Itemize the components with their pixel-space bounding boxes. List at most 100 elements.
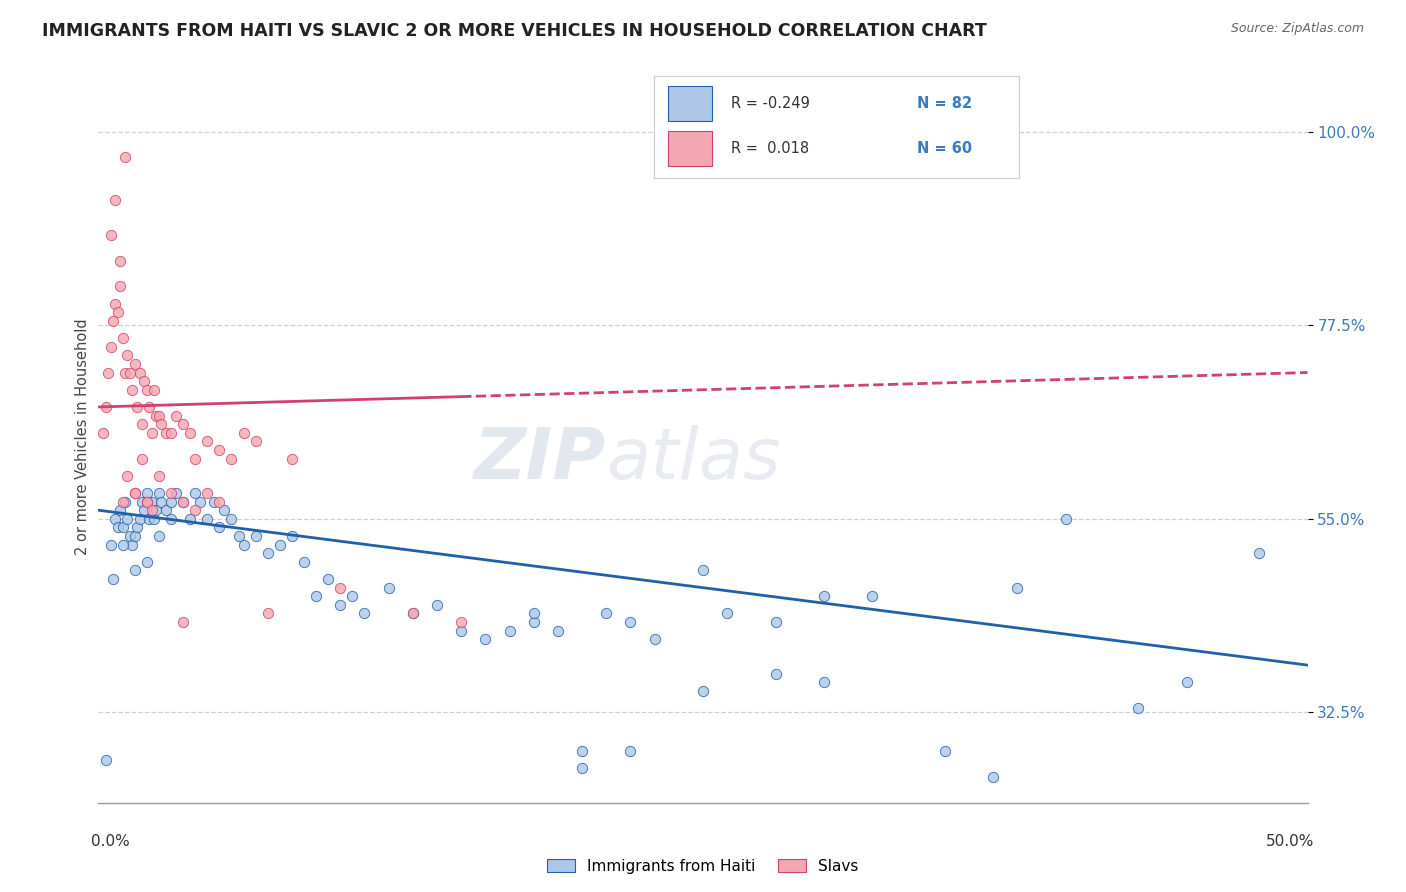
Point (124, 486, 146, 500)
Point (104, 512, 127, 526)
Text: ZIP: ZIP (474, 425, 606, 493)
Point (107, 520, 129, 534)
Point (131, 417, 153, 432)
Point (141, 503, 163, 517)
Point (150, 494, 173, 508)
Point (426, 598, 449, 612)
Point (329, 581, 352, 595)
Point (1054, 512, 1077, 526)
Point (245, 434, 267, 449)
Point (135, 383, 157, 397)
Point (188, 494, 211, 508)
Point (595, 607, 617, 621)
Point (104, 296, 127, 310)
Text: N = 60: N = 60 (917, 141, 972, 156)
Point (342, 589, 364, 603)
Point (160, 486, 183, 500)
Point (184, 503, 207, 517)
Point (172, 417, 194, 432)
Point (813, 675, 835, 690)
Point (208, 520, 231, 534)
Point (124, 486, 146, 500)
Point (1007, 581, 1029, 595)
Point (179, 425, 201, 440)
Point (172, 494, 194, 508)
Point (118, 529, 141, 543)
Point (94, 400, 117, 414)
Point (402, 607, 425, 621)
Point (1175, 675, 1198, 690)
Point (571, 744, 593, 758)
Point (145, 409, 167, 423)
Point (644, 632, 666, 647)
Point (1249, 546, 1271, 560)
Point (292, 555, 315, 569)
Point (232, 425, 254, 440)
Point (155, 425, 177, 440)
Point (108, 279, 131, 293)
Point (100, 538, 122, 552)
Point (184, 486, 207, 500)
Point (450, 615, 472, 629)
Point (523, 615, 546, 629)
Point (160, 425, 183, 440)
Point (269, 538, 291, 552)
Point (101, 314, 124, 328)
Point (97, 366, 120, 380)
Point (547, 624, 569, 638)
Point (860, 589, 883, 603)
Point (619, 744, 641, 758)
Point (221, 512, 243, 526)
Point (716, 607, 738, 621)
Point (450, 624, 472, 638)
Point (474, 632, 496, 647)
Point (256, 607, 278, 621)
Text: IMMIGRANTS FROM HAITI VS SLAVIC 2 OR MORE VEHICLES IN HOUSEHOLD CORRELATION CHAR: IMMIGRANTS FROM HAITI VS SLAVIC 2 OR MOR… (42, 22, 987, 40)
Point (134, 374, 156, 388)
Point (138, 512, 160, 526)
Point (91, 425, 114, 440)
Point (208, 442, 231, 457)
Point (981, 770, 1004, 784)
Point (165, 486, 187, 500)
Point (498, 624, 520, 638)
Point (143, 383, 166, 397)
Point (124, 564, 146, 578)
Point (155, 503, 177, 517)
Point (127, 520, 149, 534)
Point (117, 468, 139, 483)
Point (114, 150, 136, 164)
Text: R = -0.249: R = -0.249 (731, 96, 810, 111)
Point (1128, 701, 1150, 715)
Text: atlas: atlas (606, 425, 780, 493)
Point (402, 607, 425, 621)
Point (765, 615, 787, 629)
Point (131, 451, 153, 466)
Point (692, 564, 714, 578)
Point (245, 529, 267, 543)
Point (104, 194, 127, 208)
FancyBboxPatch shape (668, 131, 713, 166)
Point (281, 451, 304, 466)
Point (135, 555, 157, 569)
Point (108, 253, 131, 268)
Text: R =  0.018: R = 0.018 (731, 141, 808, 156)
Point (135, 494, 157, 508)
Text: Source: ZipAtlas.com: Source: ZipAtlas.com (1230, 22, 1364, 36)
Point (148, 486, 170, 500)
Point (195, 486, 218, 500)
Point (256, 546, 278, 560)
Point (135, 494, 157, 508)
Point (232, 538, 254, 552)
Point (316, 572, 339, 586)
Point (523, 607, 546, 621)
Point (111, 494, 134, 508)
Point (131, 494, 153, 508)
Point (124, 529, 146, 543)
Point (94, 753, 117, 767)
Point (765, 666, 787, 681)
Point (148, 468, 170, 483)
Point (124, 357, 146, 371)
Point (108, 503, 131, 517)
Point (571, 761, 593, 775)
